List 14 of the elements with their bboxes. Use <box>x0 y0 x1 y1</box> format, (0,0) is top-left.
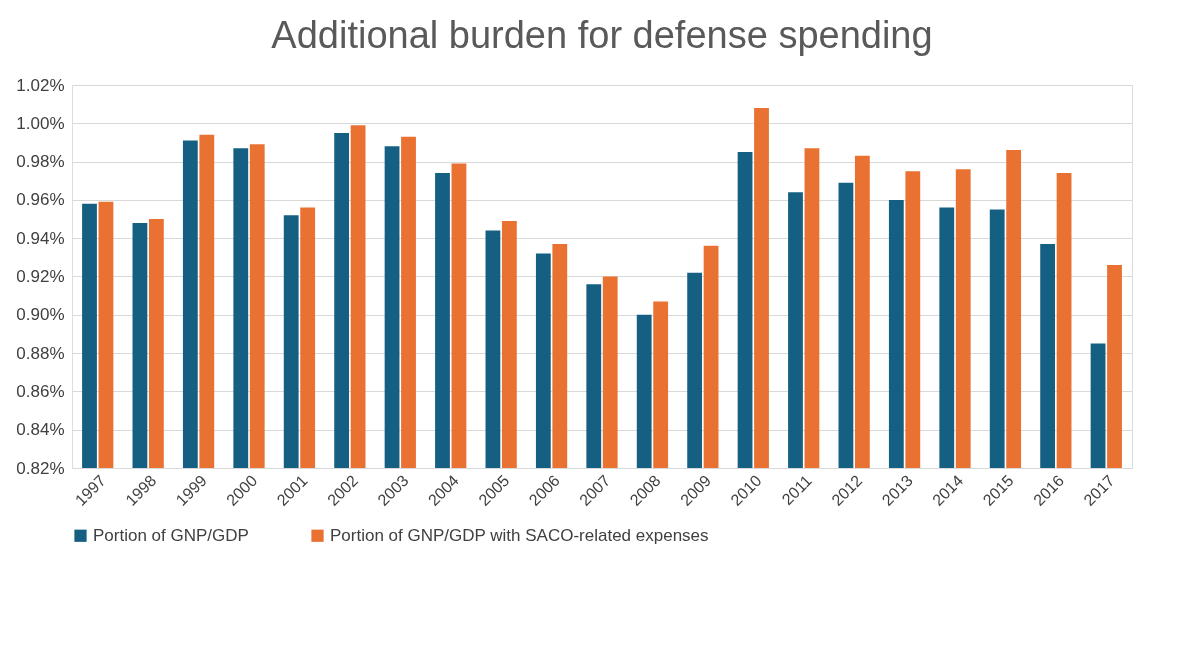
y-tick-label: 0.84% <box>16 420 65 440</box>
y-tick-label: 0.86% <box>16 381 65 401</box>
legend-label: Portion of GNP/GDP <box>93 525 249 545</box>
chart-title: Additional burden for defense spending <box>271 14 933 56</box>
y-tick-label: 0.92% <box>16 267 65 286</box>
y-tick-label: 0.90% <box>16 305 65 325</box>
y-tick-label: 1.02% <box>16 75 65 95</box>
y-tick-label: 1.00% <box>16 113 65 133</box>
y-tick-label: 0.98% <box>16 152 65 172</box>
y-tick-label: 0.96% <box>16 190 65 210</box>
y-tick-label: 0.88% <box>16 343 65 363</box>
y-tick-label: 0.94% <box>16 228 65 248</box>
legend-label: Portion of GNP/GDP with SACO-related expenses <box>330 525 709 545</box>
y-tick-label: 0.82% <box>16 458 65 478</box>
